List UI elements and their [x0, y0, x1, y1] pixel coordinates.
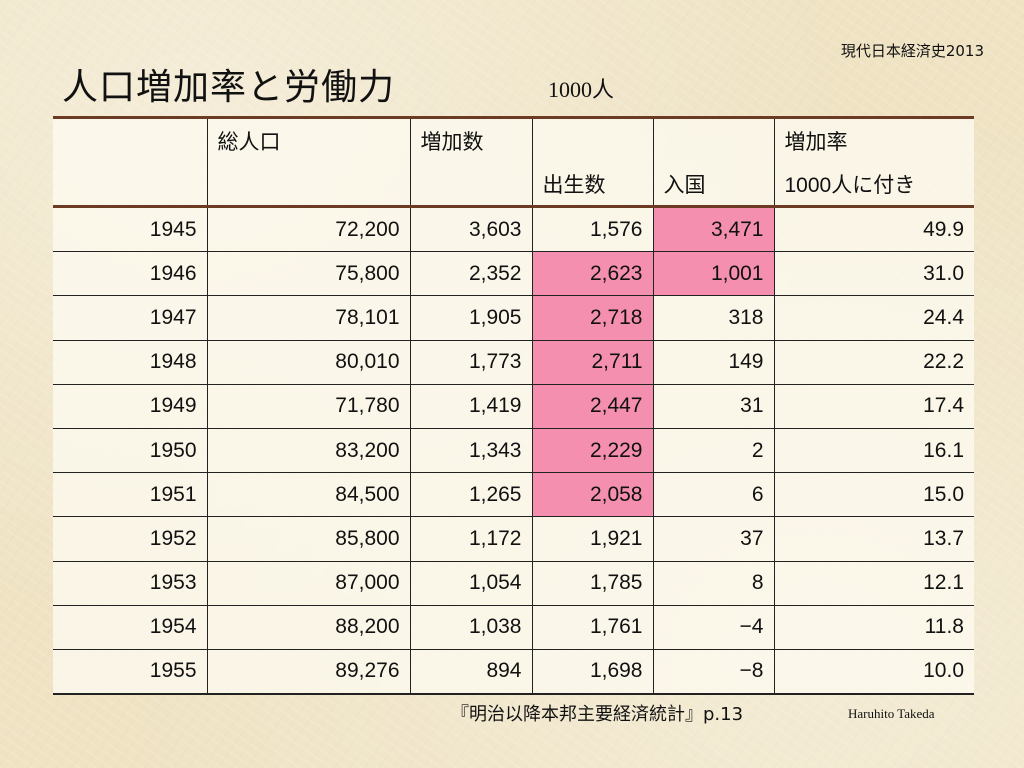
table-row: 1952 85,800 1,172 1,921 37 13.7 [53, 516, 974, 562]
table-header-row: 出生数 入国 1000人に付き [53, 162, 974, 208]
slide-title: 人口増加率と労働力 [62, 67, 396, 108]
data-cell: 10.0 [773, 649, 974, 696]
data-cell: 31.0 [773, 251, 974, 297]
data-cell: 80,010 [206, 340, 411, 385]
data-cell: 85,800 [206, 516, 411, 562]
data-cell: 15.0 [773, 472, 974, 518]
data-cell: 1,265 [409, 472, 533, 518]
header-cell [531, 116, 654, 162]
data-cell: 318 [652, 295, 775, 341]
table-header-row: 総人口 増加数 増加率 [53, 116, 974, 162]
population-table: 総人口 増加数 増加率 出生数 入国 1000人に付き 1945 72,200 3,… [53, 116, 974, 696]
data-cell: −8 [652, 649, 775, 696]
year-cell: 1947 [53, 295, 208, 341]
table-row: 1945 72,200 3,603 1,576 3,471 49.9 [53, 206, 974, 253]
data-cell: 3,471 [652, 206, 775, 253]
header-increase: 増加数 [409, 116, 533, 162]
data-cell: 2,718 [531, 295, 654, 341]
header-cell [206, 162, 411, 208]
year-cell: 1948 [53, 340, 208, 385]
data-cell: 12.1 [773, 561, 974, 606]
data-cell: 1,054 [409, 561, 533, 606]
data-cell: 89,276 [206, 649, 411, 696]
data-cell: 72,200 [206, 206, 411, 253]
data-cell: 22.2 [773, 340, 974, 385]
year-cell: 1952 [53, 516, 208, 562]
data-cell: 1,905 [409, 295, 533, 341]
table-row: 1951 84,500 1,265 2,058 6 15.0 [53, 472, 974, 518]
data-cell: 2,711 [531, 340, 654, 385]
data-cell: 31 [652, 384, 775, 429]
table-row: 1950 83,200 1,343 2,229 2 16.1 [53, 428, 974, 474]
header-births: 出生数 [531, 162, 654, 208]
data-cell: 84,500 [206, 472, 411, 518]
year-cell: 1953 [53, 561, 208, 606]
data-cell: 71,780 [206, 384, 411, 429]
table-row: 1953 87,000 1,054 1,785 8 12.1 [53, 561, 974, 606]
data-cell: 1,773 [409, 340, 533, 385]
data-cell: 1,343 [409, 428, 533, 474]
data-cell: 13.7 [773, 516, 974, 562]
data-cell: 88,200 [206, 605, 411, 650]
source-citation: 『明治以降本邦主要経済統計』p.13 [451, 704, 744, 725]
header-cell [652, 116, 775, 162]
data-cell: 3,603 [409, 206, 533, 253]
data-cell: 6 [652, 472, 775, 518]
data-cell: 149 [652, 340, 775, 385]
data-cell: 1,921 [531, 516, 654, 562]
data-cell: 17.4 [773, 384, 974, 429]
data-cell: 1,172 [409, 516, 533, 562]
year-cell: 1954 [53, 605, 208, 650]
table-row: 1949 71,780 1,419 2,447 31 17.4 [53, 384, 974, 429]
header-cell [53, 162, 208, 208]
data-cell: 894 [409, 649, 533, 696]
data-cell: 1,001 [652, 251, 775, 297]
data-cell: 1,785 [531, 561, 654, 606]
year-cell: 1950 [53, 428, 208, 474]
data-cell: 2 [652, 428, 775, 474]
data-cell: 2,352 [409, 251, 533, 297]
data-cell: 1,038 [409, 605, 533, 650]
header-total-population: 総人口 [206, 116, 411, 162]
data-cell: 1,419 [409, 384, 533, 429]
table-row: 1947 78,101 1,905 2,718 318 24.4 [53, 295, 974, 341]
year-cell: 1955 [53, 649, 208, 696]
data-cell: 11.8 [773, 605, 974, 650]
year-cell: 1951 [53, 472, 208, 518]
course-label: 現代日本経済史2013 [840, 42, 984, 60]
data-cell: 78,101 [206, 295, 411, 341]
data-cell: 2,058 [531, 472, 654, 518]
data-cell: 8 [652, 561, 775, 606]
data-cell: 2,447 [531, 384, 654, 429]
data-cell: 2,623 [531, 251, 654, 297]
table-row: 1955 89,276 894 1,698 −8 10.0 [53, 649, 974, 696]
header-per-1000: 1000人に付き [773, 162, 974, 208]
header-cell [53, 116, 208, 162]
unit-label: 1000人 [548, 77, 615, 102]
data-cell: 2,229 [531, 428, 654, 474]
header-increase-rate: 増加率 [773, 116, 974, 162]
data-cell: 1,576 [531, 206, 654, 253]
data-cell: 16.1 [773, 428, 974, 474]
data-cell: 24.4 [773, 295, 974, 341]
author-name: Haruhito Takeda [848, 706, 935, 721]
data-cell: 83,200 [206, 428, 411, 474]
year-cell: 1946 [53, 251, 208, 297]
header-cell [409, 162, 533, 208]
header-immigration: 入国 [652, 162, 775, 208]
table-row: 1948 80,010 1,773 2,711 149 22.2 [53, 340, 974, 385]
data-cell: 87,000 [206, 561, 411, 606]
data-cell: 75,800 [206, 251, 411, 297]
data-cell: 49.9 [773, 206, 974, 253]
table-row: 1954 88,200 1,038 1,761 −4 11.8 [53, 605, 974, 650]
year-cell: 1945 [53, 206, 208, 253]
data-cell: 1,698 [531, 649, 654, 696]
data-cell: −4 [652, 605, 775, 650]
data-cell: 1,761 [531, 605, 654, 650]
year-cell: 1949 [53, 384, 208, 429]
table-row: 1946 75,800 2,352 2,623 1,001 31.0 [53, 251, 974, 297]
data-cell: 37 [652, 516, 775, 562]
